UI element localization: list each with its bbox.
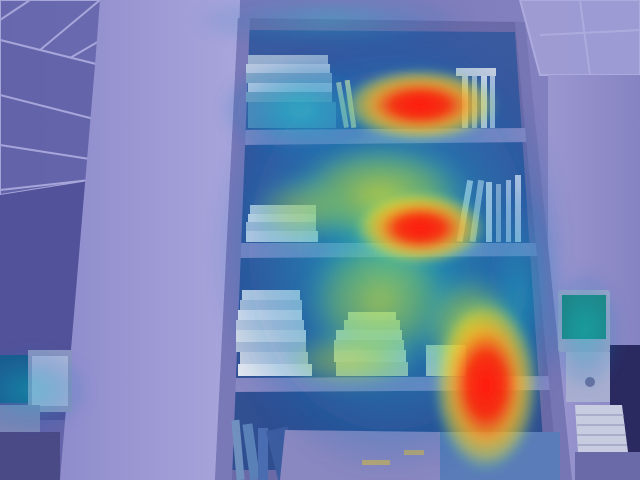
- hotspot-lower-shelf: [431, 295, 541, 475]
- keyboard: [575, 405, 640, 480]
- heatmap-overlay: [0, 0, 620, 480]
- hotspot-middle-shelf: [352, 190, 488, 266]
- wall-pillar: [60, 0, 240, 480]
- hotspot-top-shelf: [340, 67, 500, 143]
